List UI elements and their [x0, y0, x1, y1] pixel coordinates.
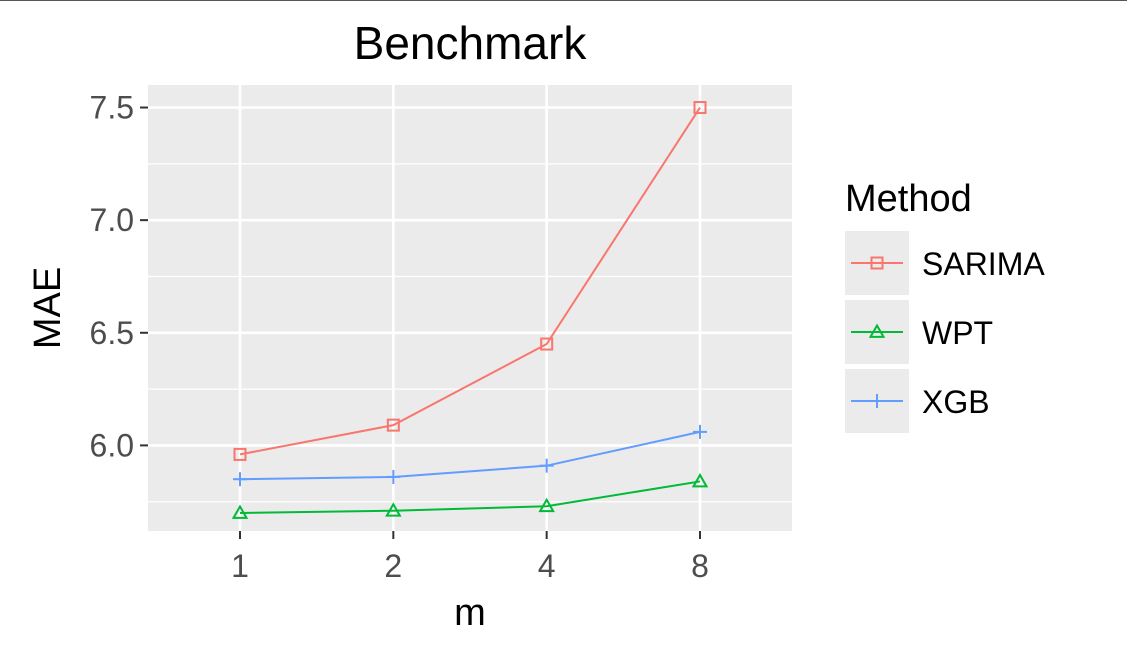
- data-point-sarima: [540, 337, 554, 351]
- series-layer: [231, 101, 709, 519]
- legend-marker-xgb: [870, 394, 884, 408]
- data-point-wpt: [538, 497, 555, 513]
- series-line-wpt: [239, 480, 701, 514]
- legend-title: Method: [845, 178, 972, 220]
- x-tick-label: 4: [538, 548, 556, 584]
- y-axis-title: MAE: [27, 267, 69, 349]
- legend-marker-sarima: [870, 256, 884, 270]
- data-point-sarima: [386, 418, 400, 432]
- minor-gridlines: [148, 163, 792, 503]
- legend-item-xgb: XGB: [845, 369, 990, 433]
- legend-marker-wpt: [868, 323, 886, 338]
- x-tick-label: 1: [231, 548, 249, 584]
- legend-label-wpt: WPT: [922, 315, 993, 351]
- data-point-sarima: [233, 447, 247, 461]
- plot-panel: [148, 85, 792, 531]
- legend: Method SARIMA WPT XGB: [845, 178, 1045, 433]
- data-point-xgb: [693, 424, 707, 439]
- y-tick-label: 6.5: [90, 315, 134, 351]
- y-tick-label: 7.5: [90, 90, 134, 126]
- series-line-xgb: [239, 430, 701, 481]
- x-axis: 1 2 4 8: [231, 531, 709, 584]
- y-tick-label: 7.0: [90, 202, 134, 238]
- y-axis: 6.0 6.5 7.0 7.5: [90, 90, 148, 463]
- data-point-wpt: [691, 472, 709, 488]
- series-line-sarima: [239, 106, 701, 456]
- x-tick-label: 8: [691, 548, 709, 584]
- legend-label-xgb: XGB: [922, 384, 990, 420]
- data-point-wpt: [385, 502, 402, 517]
- data-point-xgb: [539, 458, 554, 473]
- legend-item-sarima: SARIMA: [845, 231, 1045, 295]
- data-point-xgb: [386, 469, 401, 484]
- legend-item-wpt: WPT: [845, 300, 993, 364]
- major-gridlines: [148, 85, 792, 531]
- data-point-wpt: [231, 504, 249, 519]
- y-tick-label: 6.0: [90, 427, 134, 463]
- x-axis-title: m: [454, 592, 486, 634]
- x-tick-label: 2: [384, 548, 402, 584]
- data-point-sarima: [693, 101, 707, 115]
- legend-label-sarima: SARIMA: [922, 246, 1045, 282]
- chart-title: Benchmark: [354, 17, 588, 69]
- data-point-xgb: [233, 472, 247, 487]
